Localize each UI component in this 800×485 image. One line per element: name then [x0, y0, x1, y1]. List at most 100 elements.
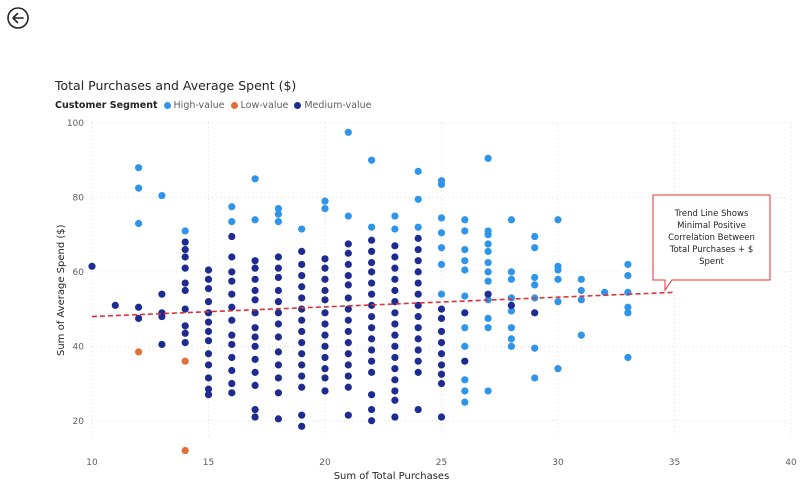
- data-point-medium-value[interactable]: [135, 314, 143, 322]
- data-point-medium-value[interactable]: [181, 305, 189, 313]
- data-point-medium-value[interactable]: [437, 413, 446, 421]
- data-point-medium-value[interactable]: [344, 350, 352, 358]
- data-point-medium-value[interactable]: [251, 296, 259, 304]
- data-point-medium-value[interactable]: [204, 361, 213, 369]
- data-point-medium-value[interactable]: [251, 333, 259, 341]
- data-point-medium-value[interactable]: [368, 312, 376, 321]
- data-point-high-value[interactable]: [437, 260, 446, 269]
- data-point-high-value[interactable]: [158, 191, 166, 200]
- data-point-medium-value[interactable]: [368, 247, 376, 256]
- data-point-medium-value[interactable]: [368, 417, 376, 425]
- data-point-high-value[interactable]: [414, 223, 422, 231]
- data-point-medium-value[interactable]: [414, 290, 422, 298]
- data-point-medium-value[interactable]: [414, 368, 422, 376]
- data-point-medium-value[interactable]: [368, 290, 376, 298]
- data-point-high-value[interactable]: [391, 225, 399, 233]
- data-point-medium-value[interactable]: [368, 301, 376, 309]
- data-point-medium-value[interactable]: [204, 285, 213, 293]
- data-point-medium-value[interactable]: [251, 257, 259, 265]
- data-point-high-value[interactable]: [531, 273, 539, 282]
- legend-item-low-value[interactable]: Low-value: [230, 100, 288, 111]
- data-point-medium-value[interactable]: [298, 422, 306, 430]
- data-point-high-value[interactable]: [484, 324, 492, 332]
- data-point-high-value[interactable]: [298, 225, 306, 233]
- data-point-high-value[interactable]: [484, 240, 492, 248]
- data-point-medium-value[interactable]: [228, 379, 236, 388]
- data-point-medium-value[interactable]: [391, 396, 399, 404]
- data-point-medium-value[interactable]: [228, 389, 236, 397]
- data-point-high-value[interactable]: [437, 214, 446, 222]
- data-point-high-value[interactable]: [531, 232, 539, 241]
- data-point-high-value[interactable]: [531, 374, 539, 382]
- data-point-medium-value[interactable]: [298, 271, 306, 280]
- data-point-medium-value[interactable]: [228, 303, 236, 311]
- data-point-high-value[interactable]: [577, 286, 585, 295]
- data-point-medium-value[interactable]: [461, 309, 469, 317]
- data-point-medium-value[interactable]: [251, 381, 259, 389]
- data-point-high-value[interactable]: [484, 154, 492, 162]
- data-point-medium-value[interactable]: [507, 301, 515, 309]
- data-point-high-value[interactable]: [461, 342, 469, 350]
- data-point-high-value[interactable]: [507, 342, 515, 350]
- data-point-medium-value[interactable]: [251, 264, 259, 272]
- data-point-medium-value[interactable]: [204, 275, 213, 283]
- data-point-medium-value[interactable]: [274, 415, 282, 423]
- data-point-medium-value[interactable]: [274, 253, 282, 261]
- data-point-high-value[interactable]: [251, 216, 259, 224]
- data-point-high-value[interactable]: [437, 180, 446, 189]
- data-point-medium-value[interactable]: [274, 273, 282, 282]
- data-point-medium-value[interactable]: [158, 340, 166, 349]
- data-point-high-value[interactable]: [437, 229, 446, 237]
- data-point-medium-value[interactable]: [368, 335, 376, 343]
- data-point-medium-value[interactable]: [251, 324, 259, 332]
- data-point-medium-value[interactable]: [251, 309, 259, 317]
- data-point-high-value[interactable]: [601, 288, 609, 296]
- data-point-high-value[interactable]: [577, 275, 585, 283]
- data-point-high-value[interactable]: [507, 307, 515, 315]
- data-point-medium-value[interactable]: [274, 348, 282, 356]
- data-point-medium-value[interactable]: [391, 365, 399, 373]
- data-point-medium-value[interactable]: [344, 361, 352, 369]
- data-point-medium-value[interactable]: [204, 309, 213, 317]
- data-point-medium-value[interactable]: [274, 374, 282, 382]
- data-point-medium-value[interactable]: [298, 305, 306, 313]
- data-point-medium-value[interactable]: [437, 350, 446, 358]
- data-point-medium-value[interactable]: [414, 405, 422, 414]
- data-point-medium-value[interactable]: [228, 316, 236, 324]
- data-point-high-value[interactable]: [461, 324, 469, 332]
- data-point-medium-value[interactable]: [274, 320, 282, 328]
- data-point-high-value[interactable]: [461, 245, 469, 254]
- data-point-high-value[interactable]: [135, 164, 143, 172]
- data-point-medium-value[interactable]: [321, 365, 329, 373]
- data-point-medium-value[interactable]: [251, 286, 259, 295]
- data-point-medium-value[interactable]: [135, 303, 143, 311]
- data-point-medium-value[interactable]: [251, 413, 259, 421]
- data-point-medium-value[interactable]: [298, 327, 306, 336]
- data-point-medium-value[interactable]: [274, 298, 282, 306]
- data-point-high-value[interactable]: [414, 195, 422, 203]
- data-point-medium-value[interactable]: [461, 357, 469, 365]
- data-point-medium-value[interactable]: [391, 309, 399, 317]
- data-point-high-value[interactable]: [461, 266, 469, 274]
- data-point-high-value[interactable]: [554, 365, 562, 373]
- data-point-medium-value[interactable]: [414, 335, 422, 343]
- data-point-medium-value[interactable]: [368, 368, 376, 376]
- data-point-high-value[interactable]: [507, 324, 515, 332]
- data-point-medium-value[interactable]: [228, 340, 236, 349]
- data-point-medium-value[interactable]: [204, 266, 213, 274]
- data-point-high-value[interactable]: [135, 219, 143, 228]
- data-point-medium-value[interactable]: [414, 257, 422, 265]
- data-point-medium-value[interactable]: [391, 286, 399, 295]
- data-point-high-value[interactable]: [484, 258, 492, 267]
- data-point-high-value[interactable]: [484, 314, 492, 322]
- data-point-high-value[interactable]: [554, 298, 562, 306]
- data-point-low-value[interactable]: [135, 348, 143, 356]
- data-point-medium-value[interactable]: [321, 286, 329, 295]
- data-point-medium-value[interactable]: [437, 314, 446, 322]
- data-point-medium-value[interactable]: [204, 318, 213, 326]
- data-point-high-value[interactable]: [461, 292, 469, 300]
- data-point-medium-value[interactable]: [391, 242, 399, 250]
- data-point-medium-value[interactable]: [344, 294, 352, 302]
- data-point-medium-value[interactable]: [298, 372, 306, 380]
- data-point-medium-value[interactable]: [391, 342, 399, 350]
